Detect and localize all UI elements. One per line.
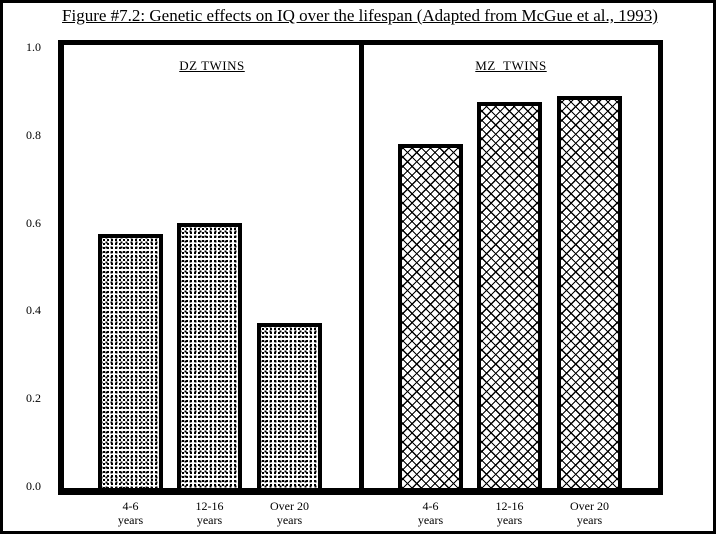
x-label-line1: 4-6 [122, 499, 139, 513]
x-label-mz-twins-12-16: 12-16 years [475, 499, 545, 527]
y-tick-label-0-2: 0.2 [26, 391, 41, 405]
x-label-line2: years [276, 513, 303, 527]
y-tick-label-0-6: 0.6 [26, 216, 41, 230]
x-label-line2: years [417, 513, 444, 527]
bar-dz-twins-4-6 [98, 234, 163, 488]
x-label-mz-twins-over-20: Over 20 years [555, 499, 625, 527]
x-label-line2: years [196, 513, 223, 527]
bar-mz-twins-over-20 [557, 96, 622, 488]
x-label-line1: 4-6 [422, 499, 439, 513]
x-label-line2: years [576, 513, 603, 527]
figure-title: Figure #7.2: Genetic effects on IQ over … [0, 5, 720, 27]
bar-mz-twins-12-16 [477, 102, 542, 488]
panel-divider [359, 45, 364, 488]
x-label-line1: 12-16 [495, 499, 524, 513]
panel-label-mz-twins: MZ TWINS [475, 58, 547, 73]
x-label-line2: years [117, 513, 144, 527]
y-tick-label-0-0: 0.0 [26, 479, 41, 493]
x-label-line1: Over 20 [270, 499, 309, 513]
y-tick-label-1-0: 1.0 [26, 40, 41, 54]
y-tick-label-0-4: 0.4 [26, 303, 41, 317]
x-label-line2: years [496, 513, 523, 527]
x-label-dz-twins-over-20: Over 20 years [255, 499, 325, 527]
bar-mz-twins-4-6 [398, 144, 463, 488]
x-label-line1: Over 20 [570, 499, 609, 513]
x-label-dz-twins-4-6: 4-6 years [96, 499, 166, 527]
bar-dz-twins-12-16 [177, 223, 242, 488]
panel-label-dz-twins: DZ TWINS [179, 58, 245, 73]
x-label-dz-twins-12-16: 12-16 years [175, 499, 245, 527]
plot-box: DZ TWINS MZ TWINS [58, 40, 663, 495]
y-tick-label-0-8: 0.8 [26, 128, 41, 142]
figure-title-text: Figure #7.2: Genetic effects on IQ over … [62, 6, 658, 25]
x-label-line1: 12-16 [195, 499, 224, 513]
bar-dz-twins-over-20 [257, 323, 322, 488]
x-label-mz-twins-4-6: 4-6 years [396, 499, 466, 527]
